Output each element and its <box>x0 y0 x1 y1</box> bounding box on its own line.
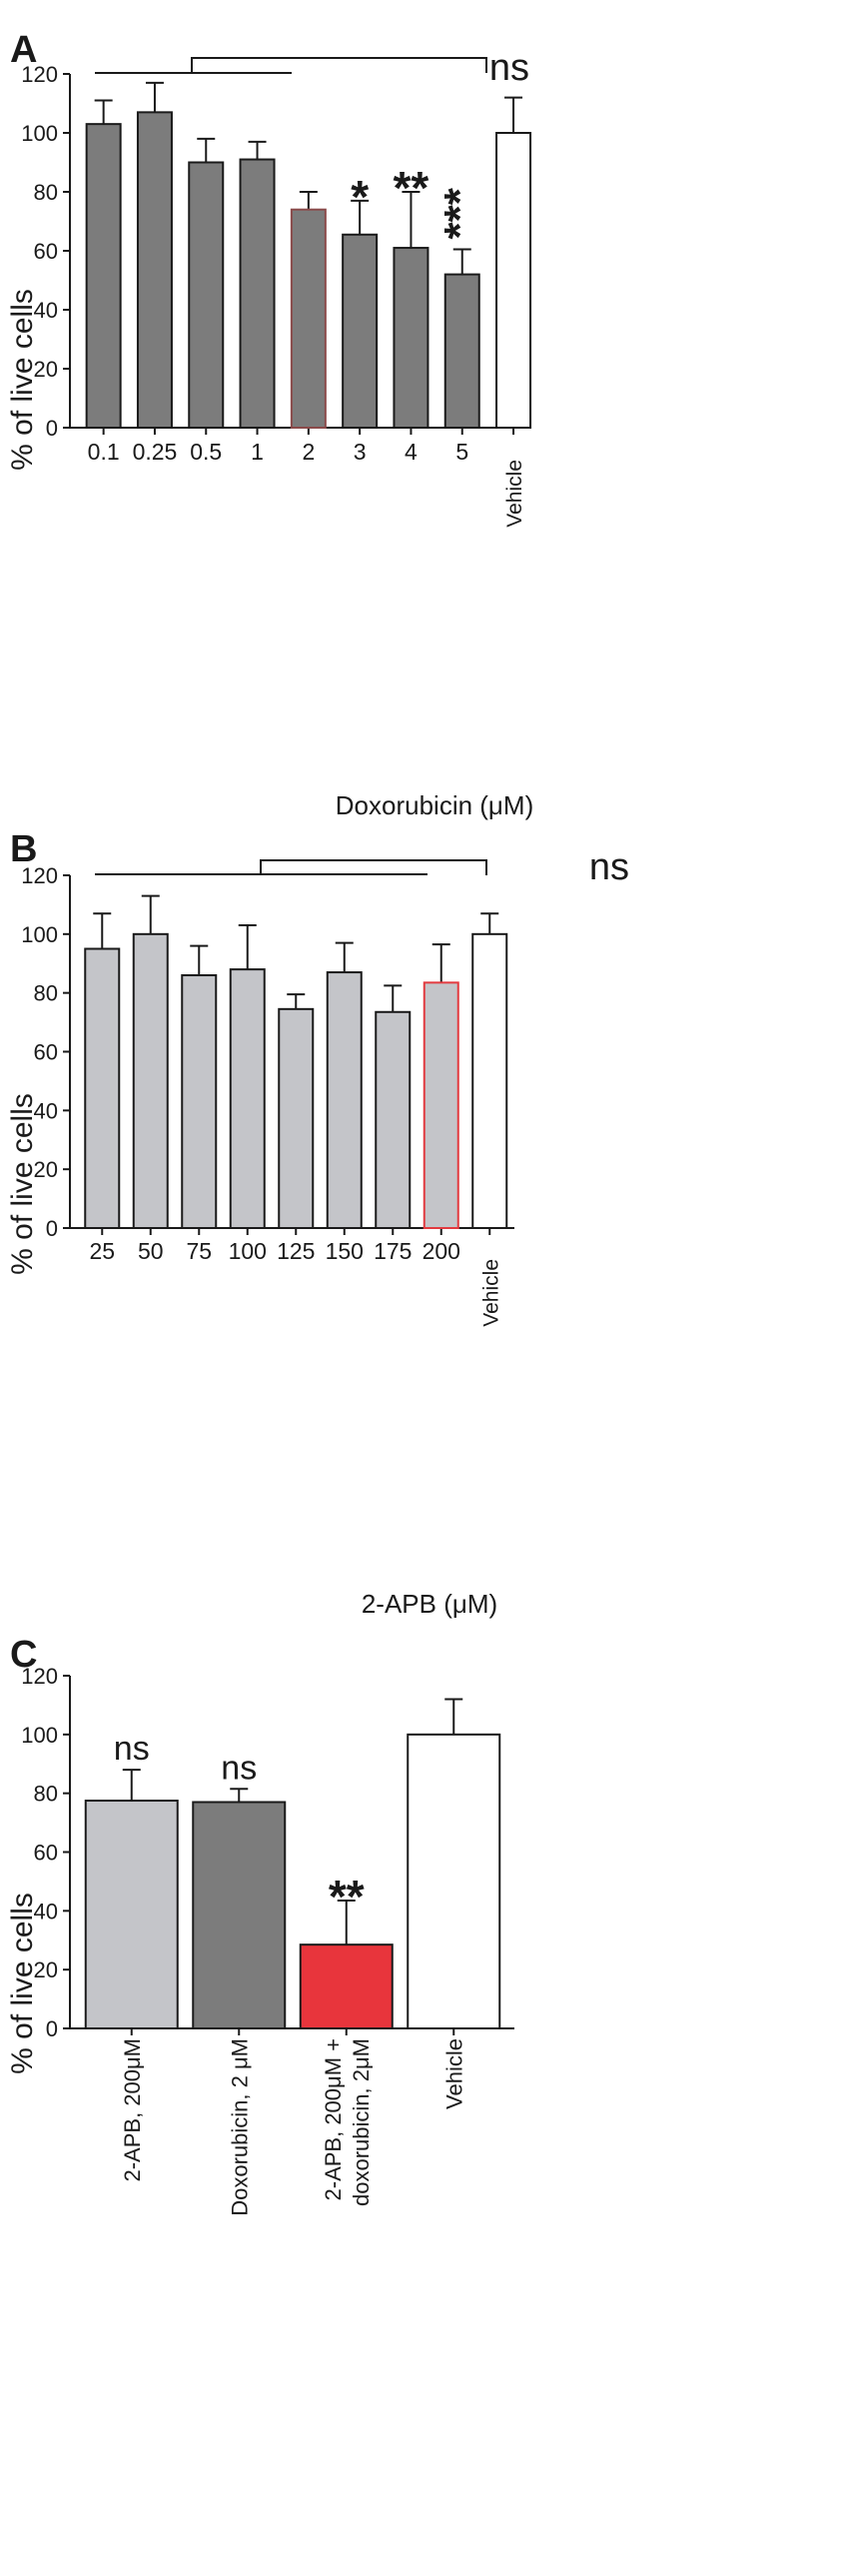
y-tick-label: 40 <box>34 1899 58 1924</box>
panel-label-c: C <box>10 1634 37 1676</box>
x-tick-label: 0.1 <box>88 439 120 465</box>
y-tick-label: 60 <box>34 239 58 264</box>
bar <box>132 932 169 1229</box>
x-tick-label: Vehicle <box>441 2038 466 2109</box>
bracket-comparison-line <box>260 859 487 875</box>
bar <box>84 947 121 1230</box>
x-tick-label: Doxorubicin, 2 μM <box>227 2038 252 2216</box>
x-tick-label: 2 <box>302 439 315 465</box>
bar <box>495 132 532 429</box>
bar <box>326 971 363 1230</box>
x-tick-label: Vehicle <box>479 1259 502 1327</box>
significance-marker: ** <box>329 1871 365 1923</box>
y-tick-label: 40 <box>34 298 58 323</box>
significance-marker: * <box>351 171 369 223</box>
bracket-label-ns: ns <box>489 47 529 89</box>
y-tick-label: 40 <box>34 1098 58 1123</box>
x-tick-label: 50 <box>138 1238 164 1264</box>
x-tick-label: 2-APB, 200μM + doxorubicin, 2μM <box>321 2038 374 2206</box>
x-tick-label: 75 <box>186 1238 212 1264</box>
y-tick-label: 100 <box>21 1723 58 1748</box>
bar <box>229 968 266 1230</box>
x-tick-label: Vehicle <box>503 460 526 528</box>
bar <box>181 974 218 1229</box>
significance-marker: *** <box>435 187 484 239</box>
significance-marker: ** <box>394 162 429 214</box>
y-axis-title: % of live cells <box>6 289 39 471</box>
x-tick-label: 1 <box>251 439 264 465</box>
bar <box>188 161 225 429</box>
y-tick-label: 100 <box>21 121 58 146</box>
bar <box>290 208 327 429</box>
bar <box>136 111 173 429</box>
bar <box>278 1007 315 1229</box>
significance-marker: ns <box>114 1730 150 1768</box>
bar <box>375 1010 412 1229</box>
bar <box>85 123 122 430</box>
bar <box>393 247 429 429</box>
y-axis-title: % of live cells <box>6 1093 39 1275</box>
bar <box>443 273 480 429</box>
y-tick-label: 80 <box>34 180 58 205</box>
y-tick-label: 60 <box>34 1040 58 1065</box>
y-tick-label: 0 <box>46 416 58 441</box>
panel-a: A % of live cells Doxorubicin (μM) ns 0 2… <box>6 29 533 820</box>
x-axis-title: Doxorubicin (μM) <box>336 790 533 820</box>
y-tick-label: 20 <box>34 1957 58 1982</box>
x-tick-label: 4 <box>405 439 418 465</box>
bar <box>239 158 276 430</box>
x-tick-label: 0.25 <box>133 439 178 465</box>
panel-c: C % of live cells 0 20 40 60 80 100 120 2-APB, … <box>6 1634 514 2216</box>
bracket-label-ns: ns <box>589 846 629 888</box>
significance-marker: ns <box>221 1749 257 1787</box>
x-tick-label: 2-APB, 200μM <box>120 2038 145 2182</box>
panel-label-b: B <box>10 828 37 870</box>
y-tick-label: 0 <box>46 1216 58 1241</box>
x-tick-label: 25 <box>89 1238 115 1264</box>
y-tick-label: 20 <box>34 357 58 382</box>
x-tick-label: 200 <box>423 1238 460 1264</box>
y-tick-label: 120 <box>21 1664 58 1689</box>
y-tick-label: 0 <box>46 2016 58 2041</box>
bar <box>84 1800 179 2030</box>
y-tick-label: 60 <box>34 1841 58 1866</box>
bar <box>342 233 379 429</box>
bar <box>423 981 459 1230</box>
y-tick-label: 100 <box>21 922 58 947</box>
x-tick-label: 150 <box>326 1238 364 1264</box>
bar <box>471 932 508 1229</box>
y-tick-label: 80 <box>34 1782 58 1807</box>
panel-b: B % of live cells 2-APB (μM) ns 0 20 40 60 8… <box>6 828 629 1619</box>
x-tick-label: 5 <box>455 439 468 465</box>
x-tick-label: 175 <box>374 1238 412 1264</box>
x-tick-label: 3 <box>354 439 367 465</box>
y-tick-label: 20 <box>34 1157 58 1182</box>
x-tick-label: 125 <box>277 1238 315 1264</box>
bar <box>192 1801 287 2030</box>
x-tick-label: 0.5 <box>190 439 222 465</box>
x-axis-title: 2-APB (μM) <box>362 1589 497 1619</box>
y-tick-label: 120 <box>21 62 58 87</box>
y-axis-title: % of live cells <box>6 1893 39 2074</box>
y-tick-label: 80 <box>34 981 58 1006</box>
x-tick-label: 100 <box>229 1238 267 1264</box>
bracket-comparison-line <box>191 57 487 73</box>
y-tick-label: 120 <box>21 863 58 888</box>
bar <box>407 1733 501 2030</box>
panel-label-a: A <box>10 29 37 71</box>
bar <box>299 1943 394 2029</box>
